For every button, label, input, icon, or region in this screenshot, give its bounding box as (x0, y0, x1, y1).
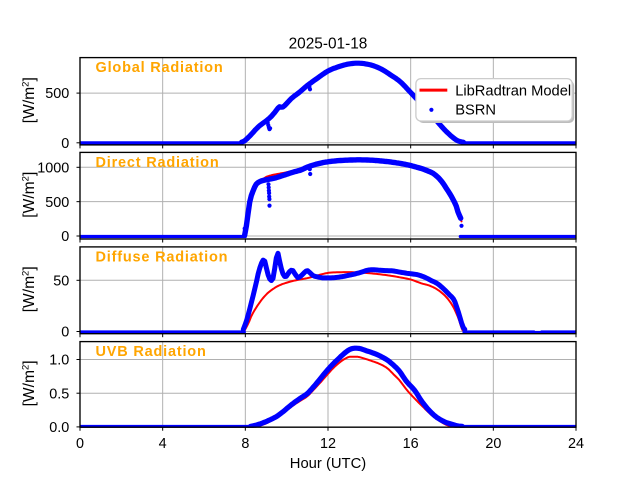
svg-text:[W/m2]: [W/m2] (20, 172, 38, 218)
svg-text:2025-01-18: 2025-01-18 (289, 36, 368, 53)
svg-text:12: 12 (320, 436, 336, 452)
svg-text:Hour (UTC): Hour (UTC) (290, 456, 367, 472)
svg-text:0: 0 (61, 229, 69, 245)
svg-text:0.5: 0.5 (49, 386, 69, 402)
svg-text:50: 50 (53, 273, 69, 289)
svg-text:0: 0 (76, 436, 84, 452)
svg-text:[W/m2]: [W/m2] (20, 266, 38, 312)
svg-text:0: 0 (61, 325, 69, 341)
svg-text:[W/m2]: [W/m2] (20, 360, 38, 406)
svg-text:0: 0 (61, 136, 69, 152)
svg-text:1.0: 1.0 (49, 353, 69, 369)
svg-text:BSRN: BSRN (455, 103, 496, 119)
svg-text:16: 16 (403, 436, 419, 452)
svg-text:UVB Radiation: UVB Radiation (96, 344, 207, 360)
svg-text:20: 20 (485, 436, 501, 452)
svg-text:[W/m2]: [W/m2] (20, 77, 38, 123)
svg-text:500: 500 (45, 86, 69, 102)
svg-text:Global Radiation: Global Radiation (96, 60, 224, 76)
svg-text:24: 24 (568, 436, 584, 452)
svg-text:1000: 1000 (37, 160, 69, 176)
svg-text:500: 500 (45, 195, 69, 211)
svg-text:0.0: 0.0 (49, 420, 69, 436)
svg-text:4: 4 (159, 436, 167, 452)
svg-text:8: 8 (241, 436, 249, 452)
svg-text:Direct Radiation: Direct Radiation (96, 155, 220, 171)
svg-text:LibRadtran Model: LibRadtran Model (455, 84, 571, 100)
svg-text:Diffuse Radiation: Diffuse Radiation (96, 250, 229, 266)
